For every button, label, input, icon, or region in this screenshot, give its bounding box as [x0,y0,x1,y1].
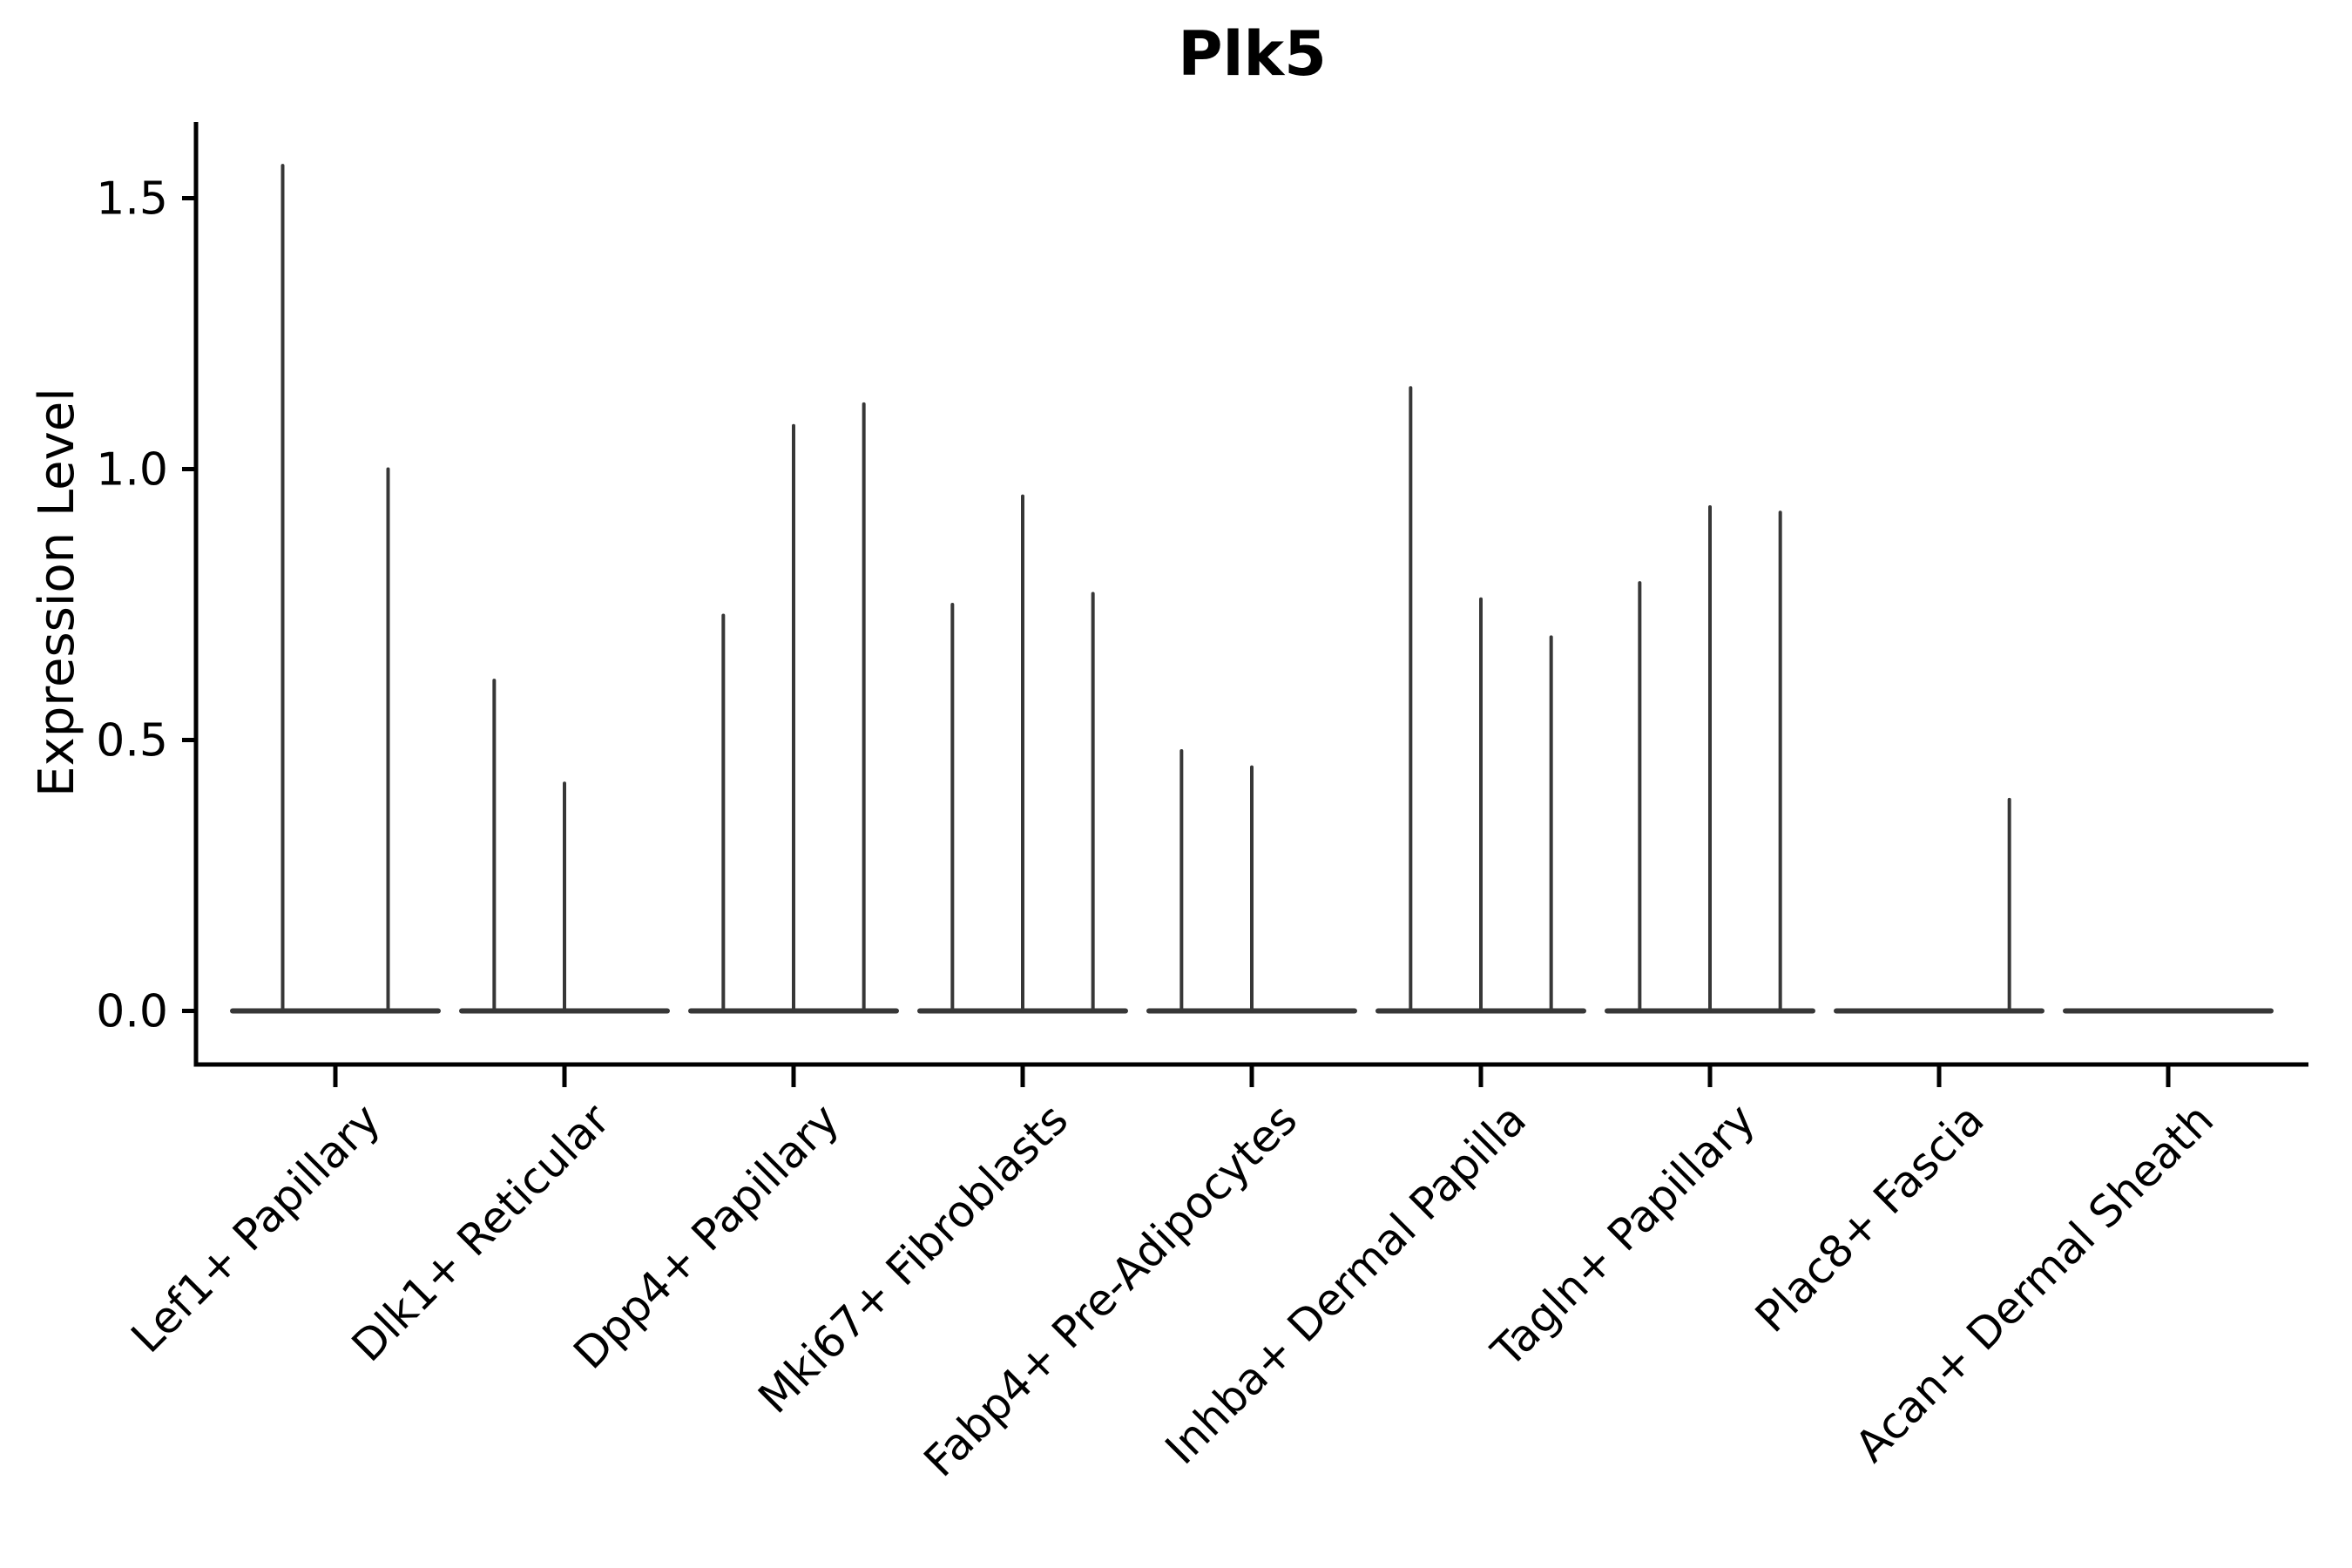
chart-title: Plk5 [1178,18,1327,90]
y-tick-label: 1.0 [96,444,168,497]
y-tick-label: 1.5 [96,173,168,226]
y-tick-label: 0.0 [96,986,168,1038]
y-tick-label: 0.5 [96,715,168,767]
